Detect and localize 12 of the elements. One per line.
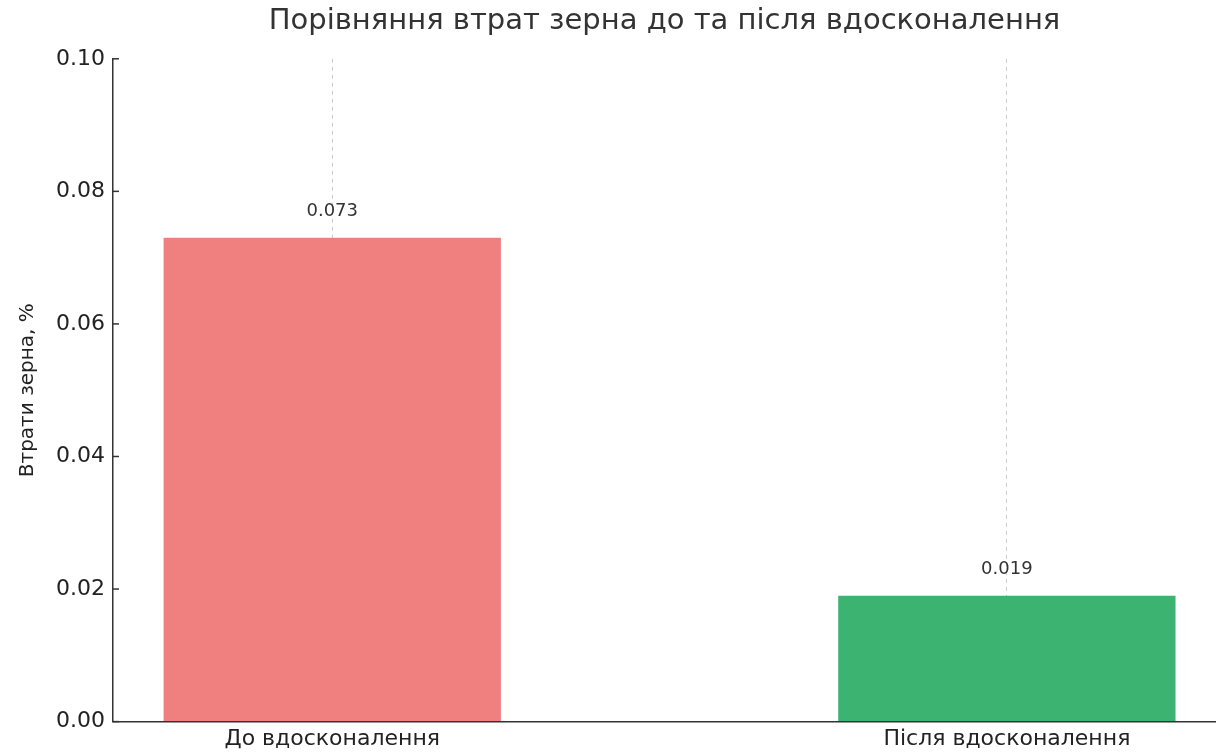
y-axis-title: Втрати зерна, %	[14, 303, 39, 478]
y-tick-label: 0.08	[56, 177, 105, 203]
y-tick-label: 0.04	[56, 442, 105, 468]
data-label: 0.073	[306, 198, 358, 220]
y-tick-label: 0.06	[56, 309, 105, 335]
data-label: 0.019	[981, 556, 1033, 578]
y-tick-label: 0.02	[56, 574, 105, 600]
y-tick-label: 0.00	[56, 707, 105, 733]
x-tick-label: Після вдосконалення	[883, 724, 1131, 750]
y-tick-label: 0.10	[56, 44, 105, 70]
chart-title: Порівняння втрат зерна до та після вдосконалення	[268, 1, 1061, 36]
x-tick-label: До вдосконалення	[224, 724, 441, 750]
